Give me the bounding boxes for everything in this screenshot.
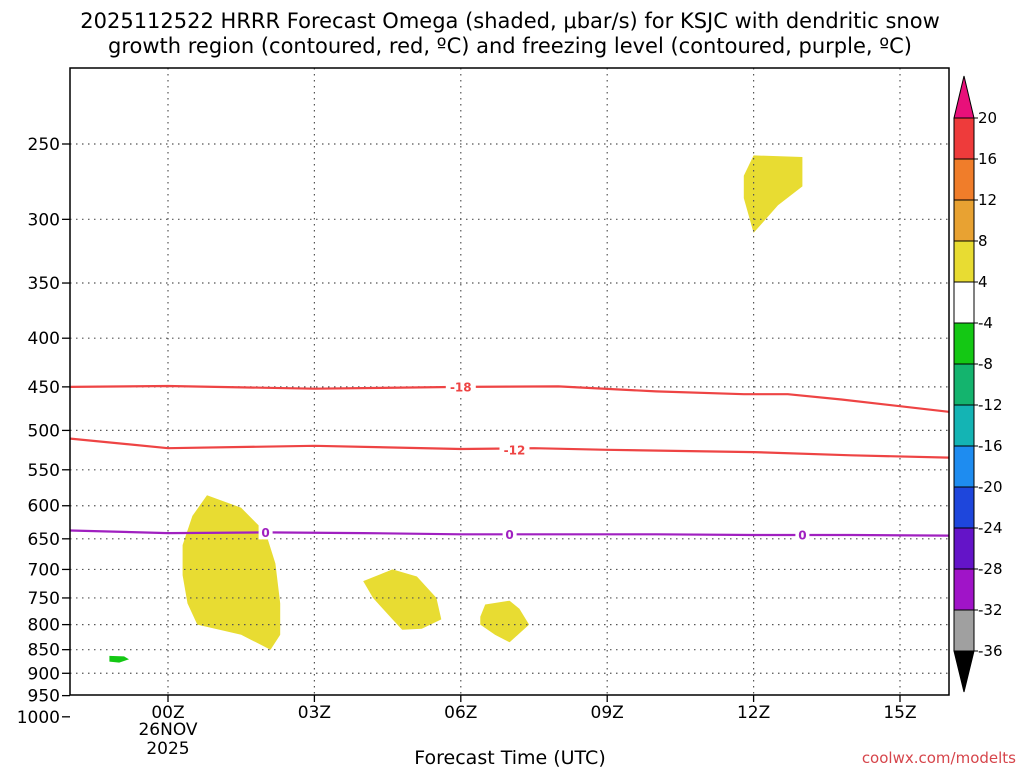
colorbar-label-10: -20	[978, 478, 1003, 496]
dgz-minus-12-line	[70, 437, 949, 459]
x-tick-label-00Z: 00Z	[151, 703, 184, 723]
colorbar: 20 16 12 8 4 -4 -8 -12 -16 -20 -24 -28 -32 -36	[953, 75, 1003, 693]
x-date-year: 2025	[146, 739, 189, 759]
x-axis-label: Forecast Time (UTC)	[414, 747, 605, 768]
colorbar-label-6: -4	[978, 314, 993, 332]
grid-lines	[70, 68, 949, 695]
colorbar-bin-5	[953, 281, 975, 324]
chart-title-line-2: growth region (contoured, red, ºC) and f…	[108, 34, 912, 58]
colorbar-label-13: -32	[978, 601, 1003, 619]
colorbar-bin-13	[953, 609, 975, 652]
colorbar-bin-12	[953, 568, 975, 611]
dgz-minus-18-line	[70, 384, 949, 413]
y-tick-label-1000: 1000	[17, 708, 60, 728]
colorbar-label-9: -16	[978, 437, 1003, 455]
colorbar-label-11: -24	[978, 519, 1003, 537]
freezing-level-0-label-3: 0	[798, 528, 806, 542]
contours: -18 -12 0 0 0	[70, 379, 949, 542]
chart-title-line-1: 2025112522 HRRR Forecast Omega (shaded, …	[80, 9, 940, 33]
y-tick-label-800: 800	[28, 616, 60, 636]
y-tick-label-250: 250	[28, 135, 60, 155]
x-tick-label-15Z: 15Z	[883, 703, 916, 723]
colorbar-label-12: -28	[978, 560, 1003, 578]
y-tick-label-850: 850	[28, 641, 60, 661]
axes: 250 300 350 400 450 500 550 600 650 700 750 800 850 9…	[17, 135, 917, 728]
omega-region-1	[743, 155, 803, 233]
colorbar-bin-11	[953, 527, 975, 570]
x-tick-label-12Z: 12Z	[737, 703, 770, 723]
colorbar-label-4: 8	[978, 232, 988, 250]
y-tick-label-600: 600	[28, 497, 60, 517]
y-tick-label-750: 750	[28, 589, 60, 609]
y-tick-label-550: 550	[28, 461, 60, 481]
y-tick-label-950: 950	[28, 687, 60, 707]
omega-region-5	[109, 655, 129, 663]
y-tick-label-650: 650	[28, 530, 60, 550]
colorbar-label-7: -8	[978, 355, 993, 373]
omega-region-3	[363, 569, 442, 630]
colorbar-label-8: -12	[978, 396, 1003, 414]
x-date-day: 26NOV	[138, 720, 197, 740]
colorbar-bin-1	[953, 117, 975, 160]
colorbar-label-5: 4	[978, 273, 988, 291]
x-tick-label-06Z: 06Z	[444, 703, 477, 723]
colorbar-bin-8	[953, 404, 975, 447]
plot-area	[109, 155, 803, 663]
y-tick-label-900: 900	[28, 664, 60, 684]
y-tick-label-400: 400	[28, 329, 60, 349]
freezing-level-0-label-bg-3	[795, 527, 810, 542]
colorbar-bin-10	[953, 486, 975, 529]
y-tick-label-300: 300	[28, 210, 60, 230]
colorbar-label-1: 20	[978, 109, 997, 127]
colorbar-bin-4	[953, 240, 975, 283]
dgz-minus-12-label-bg-1	[499, 442, 530, 457]
y-tick-label-450: 450	[28, 378, 60, 398]
freezing-level-0-label-bg-1	[258, 525, 273, 540]
omega-region-4	[480, 600, 530, 643]
freezing-level-0-label-2: 0	[505, 528, 513, 542]
colorbar-bin-7	[953, 363, 975, 406]
colorbar-label-14: -36	[978, 642, 1003, 660]
plot-frame	[69, 67, 950, 696]
dgz-minus-18-label-1: -18	[450, 380, 472, 394]
colorbar-bin-3	[953, 199, 975, 242]
x-tick-label-09Z: 09Z	[591, 703, 624, 723]
colorbar-bottom-arrow	[953, 650, 975, 693]
colorbar-label-3: 12	[978, 191, 997, 209]
x-tick-label-03Z: 03Z	[298, 703, 331, 723]
credit-text[interactable]: coolwx.com/modelts	[862, 749, 1016, 767]
y-tick-label-350: 350	[28, 274, 60, 294]
omega-region-2	[182, 495, 281, 650]
colorbar-bin-2	[953, 158, 975, 201]
dgz-minus-18-label-bg-1	[445, 379, 476, 394]
colorbar-top-arrow	[953, 75, 975, 119]
colorbar-bin-9	[953, 445, 975, 488]
colorbar-label-2: 16	[978, 150, 997, 168]
dgz-minus-12-label-1: -12	[504, 443, 526, 457]
freezing-level-0-label-1: 0	[261, 526, 269, 540]
y-tick-label-500: 500	[28, 421, 60, 441]
y-tick-label-700: 700	[28, 560, 60, 580]
colorbar-bin-6	[953, 322, 975, 365]
freezing-level-0-label-bg-2	[502, 527, 517, 542]
